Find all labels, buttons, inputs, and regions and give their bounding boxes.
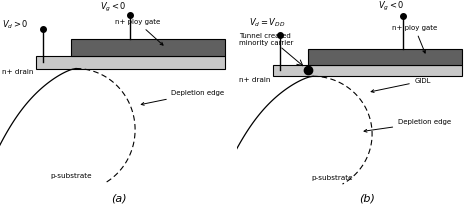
Text: (b): (b) bbox=[359, 194, 375, 204]
Text: $V_g < 0$: $V_g < 0$ bbox=[100, 1, 127, 14]
Text: Depletion edge: Depletion edge bbox=[141, 90, 224, 105]
Bar bbox=[308, 48, 462, 65]
Text: p-substrate: p-substrate bbox=[50, 173, 92, 179]
Text: $V_g < 0$: $V_g < 0$ bbox=[378, 0, 404, 14]
Text: Depletion edge: Depletion edge bbox=[364, 119, 451, 132]
Bar bbox=[273, 65, 462, 76]
Text: (a): (a) bbox=[111, 193, 126, 203]
Text: n+ ploy gate: n+ ploy gate bbox=[115, 19, 163, 45]
Bar bbox=[36, 56, 225, 68]
Text: n+ ploy gate: n+ ploy gate bbox=[392, 25, 438, 53]
Text: n+ drain: n+ drain bbox=[2, 69, 34, 75]
Text: $V_d > 0$: $V_d > 0$ bbox=[2, 18, 29, 31]
Text: Tunnel created
minority carrier: Tunnel created minority carrier bbox=[239, 32, 294, 46]
Text: p-substrate: p-substrate bbox=[311, 175, 353, 181]
Text: n+ drain: n+ drain bbox=[239, 77, 271, 83]
Text: $V_d = V_{DD}$: $V_d = V_{DD}$ bbox=[249, 17, 285, 29]
Bar bbox=[71, 39, 225, 56]
Text: GIDL: GIDL bbox=[371, 78, 431, 92]
